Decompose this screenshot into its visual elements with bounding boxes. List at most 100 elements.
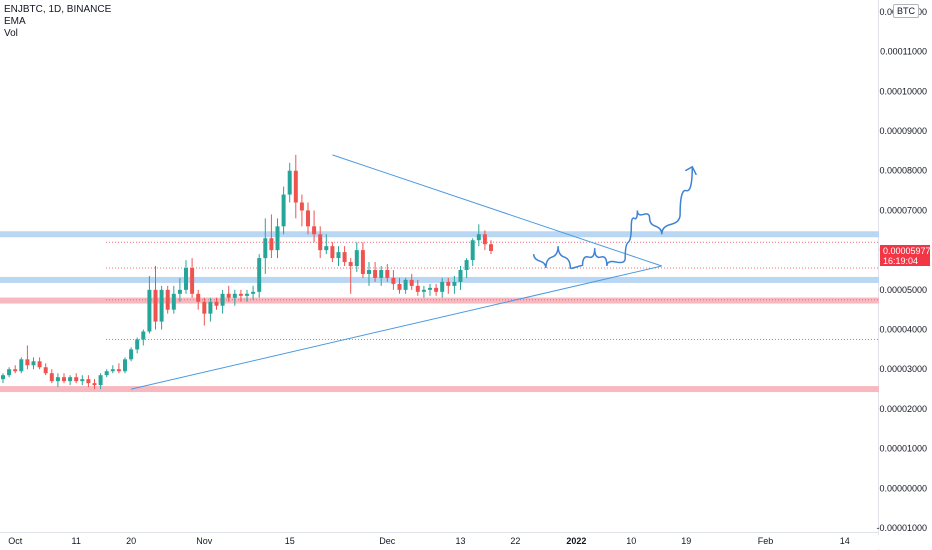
candle-body (232, 293, 237, 298)
candle-body (214, 301, 219, 306)
x-tick-label: Oct (8, 536, 23, 546)
candle-body (184, 268, 188, 290)
candle-body (1, 375, 5, 380)
projection-path (532, 166, 694, 270)
volume-indicator-label[interactable]: Vol (4, 28, 18, 39)
candle-body (330, 246, 335, 259)
candle-body (104, 371, 109, 376)
candle-body (92, 383, 97, 386)
candle-body (208, 301, 213, 314)
x-tick-label: 15 (285, 536, 295, 546)
candle-body (159, 289, 164, 322)
candle-body (464, 260, 469, 270)
candle-body (379, 269, 384, 278)
candle-body (428, 287, 432, 290)
candle-body (43, 367, 48, 374)
last-price-tag: 0.00005977 16:19:04 (880, 245, 931, 266)
currency-label[interactable]: BTC (893, 4, 919, 18)
candle-body (470, 240, 475, 261)
y-tick-label: 0.00009000 (879, 126, 927, 136)
bar-countdown: 16:19:04 (883, 256, 919, 266)
candle-body (116, 369, 121, 372)
candle-body (74, 377, 79, 382)
corner-settings-area[interactable] (872, 535, 930, 549)
candle-body (409, 279, 414, 286)
x-tick-label: 19 (681, 536, 691, 546)
candle-body (110, 369, 115, 372)
candle-body (245, 293, 249, 296)
candle-body (415, 285, 420, 292)
candle-body (129, 349, 134, 360)
candle-body (373, 269, 378, 278)
x-tick-label: Nov (196, 536, 213, 546)
y-tick-label: 0.00003000 (879, 364, 927, 374)
y-tick-label: 0.00004000 (879, 325, 927, 335)
candle-body (306, 210, 310, 227)
x-tick-label: 13 (455, 536, 465, 546)
candle-body (263, 238, 268, 259)
candle-body (299, 202, 304, 211)
level-band-resistance (0, 231, 932, 238)
level-band-support (0, 386, 932, 393)
candle-body (153, 289, 158, 322)
x-tick-label: 20 (126, 536, 136, 546)
candle-body (251, 291, 256, 294)
candle-body (68, 377, 73, 382)
triangle-trendline (332, 154, 662, 267)
candle-body (226, 293, 231, 298)
candle-body (312, 226, 317, 235)
candle-body (324, 246, 329, 251)
candle-body (220, 293, 225, 306)
candle-body (385, 269, 390, 278)
y-tick-label: 0.00005000 (879, 285, 927, 295)
candle-body (196, 293, 201, 302)
candle-body (238, 293, 243, 296)
candle-body (49, 373, 54, 382)
chart-legend: ENJBTC, 1D, BINANCE EMA Vol (4, 4, 111, 40)
candle-body (165, 289, 170, 310)
last-price-value: 0.00005977 (883, 246, 931, 256)
y-tick-label: 0.00000000 (879, 483, 927, 493)
candle-body (476, 234, 481, 241)
candle-body (55, 377, 60, 382)
y-tick-label: 0.00008000 (879, 166, 927, 176)
y-tick-label: 0.00001000 (879, 444, 927, 454)
candle-body (135, 339, 140, 350)
candle-body (281, 194, 286, 227)
candle-body (275, 226, 280, 251)
candle-body (440, 281, 445, 292)
x-tick-label: 14 (840, 536, 850, 546)
candle-body (13, 369, 18, 372)
candle-body (7, 369, 12, 376)
candle-body (458, 269, 463, 282)
candle-body (202, 301, 207, 314)
candle-body (360, 250, 365, 274)
candle-body (348, 262, 353, 267)
y-tick-label: 0.00007000 (879, 205, 927, 215)
level-band-support (0, 276, 932, 283)
symbol-title[interactable]: ENJBTC, 1D, BINANCE (4, 4, 112, 15)
y-tick-label: 0.00011000 (880, 47, 927, 57)
candle-body (397, 283, 402, 290)
candle-body (25, 359, 30, 366)
candle-body (421, 289, 426, 292)
candle-body (434, 287, 439, 292)
x-tick-label: Dec (379, 536, 396, 546)
candle-body (37, 361, 42, 368)
triangle-trendline (130, 265, 662, 390)
candle-body (342, 252, 347, 263)
candle-body (257, 258, 262, 292)
candle-body (287, 170, 292, 195)
level-band-support (0, 297, 932, 304)
candle-body (482, 234, 487, 245)
candle-body (171, 293, 176, 310)
x-tick-label: Feb (758, 536, 774, 546)
y-tick-label: -0.00001000 (876, 523, 927, 533)
candle-body (354, 250, 359, 267)
ema-indicator-label[interactable]: EMA (4, 16, 26, 27)
x-tick-label: 2022 (566, 536, 586, 546)
candle-body (452, 281, 457, 286)
candle-body (141, 331, 146, 340)
candle-body (367, 269, 371, 274)
